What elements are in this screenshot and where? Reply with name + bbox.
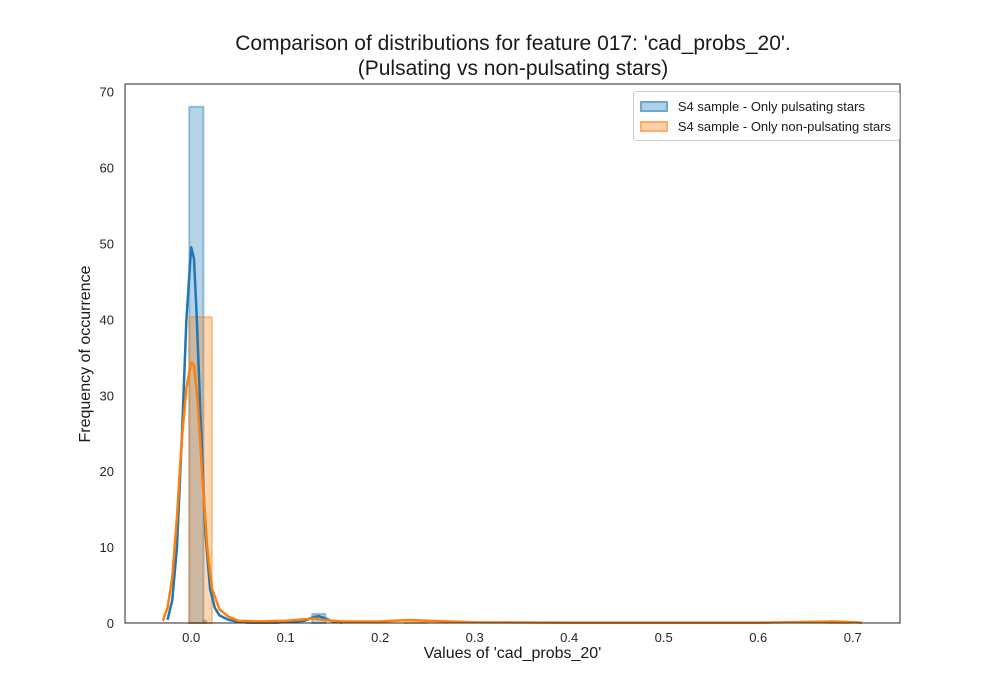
legend-swatch-non-pulsating — [639, 120, 668, 132]
legend-swatch-pulsating — [639, 100, 668, 112]
x-axis-ticks: 0.0 0.1 0.2 0.3 0.4 0.5 0.6 0.7 — [182, 630, 862, 645]
kde-line-series-1 — [161, 361, 863, 624]
legend-label-non-pulsating: S4 sample - Only non-pulsating stars — [677, 118, 891, 134]
y-tick-label: 30 — [100, 388, 114, 403]
y-tick-label: 0 — [107, 616, 114, 631]
chart-title: Comparison of distributions for feature … — [0, 31, 1000, 81]
legend-entry-non-pulsating: S4 sample - Only non-pulsating stars — [639, 116, 891, 136]
legend-label-pulsating: S4 sample - Only pulsating stars — [677, 98, 865, 114]
y-tick-label: 40 — [100, 312, 114, 327]
x-tick-label: 0.1 — [277, 630, 295, 645]
y-tick-label: 20 — [100, 464, 114, 479]
y-axis-label: Frequency of occurrence — [77, 265, 94, 443]
y-tick-label: 70 — [100, 85, 114, 100]
legend-entry-pulsating: S4 sample - Only pulsating stars — [639, 96, 891, 116]
y-axis-ticks: 0 10 20 30 40 50 60 70 — [100, 85, 114, 631]
x-tick-label: 0.4 — [560, 630, 578, 645]
kde-line-series-0 — [166, 245, 343, 624]
legend: S4 sample - Only pulsating stars S4 samp… — [632, 91, 900, 141]
x-tick-label: 0.7 — [844, 630, 862, 645]
plot-frame — [124, 83, 901, 624]
y-tick-label: 50 — [100, 236, 114, 251]
x-tick-label: 0.3 — [466, 630, 484, 645]
x-tick-label: 0.2 — [371, 630, 389, 645]
y-tick-label: 60 — [100, 161, 114, 176]
x-tick-label: 0.6 — [749, 630, 767, 645]
chart-title-line-1: Comparison of distributions for feature … — [235, 32, 791, 55]
x-tick-label: 0.0 — [182, 630, 200, 645]
x-axis-label: Values of 'cad_probs_20' — [423, 645, 602, 662]
histogram-bars — [188, 105, 852, 624]
chart-title-line-2: (Pulsating vs non-pulsating stars) — [357, 57, 669, 80]
y-tick-label: 10 — [100, 540, 114, 555]
x-tick-label: 0.5 — [655, 630, 673, 645]
kde-curves — [161, 245, 863, 624]
